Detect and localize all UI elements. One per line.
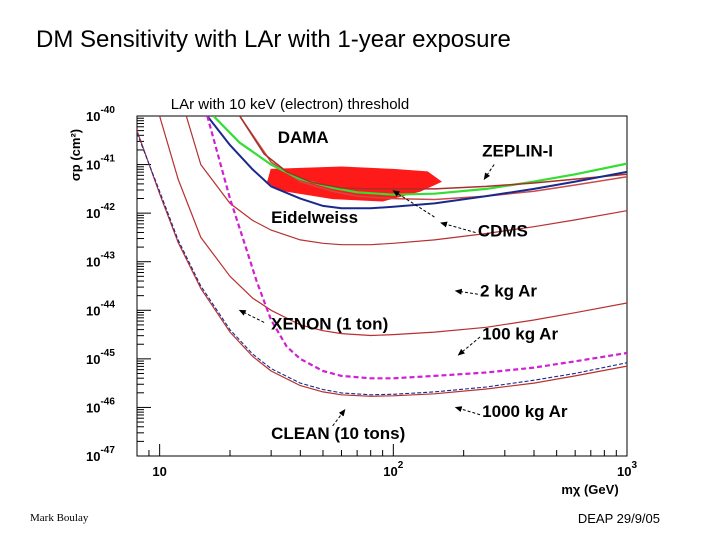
plot-frame: [136, 115, 628, 457]
y-tick-label: 10-41: [86, 154, 115, 173]
annotation-clean-10-tons: CLEAN (10 tons): [271, 424, 405, 443]
x-tick-label: 102: [383, 460, 403, 479]
x-axis-label: mχ (GeV): [561, 482, 618, 497]
series-cdms-line: [206, 116, 627, 210]
series-100-kg-ar-line: [159, 116, 627, 337]
annotation-arrow-100-kg-ar: [457, 336, 481, 356]
annotation-xenon-1-ton: XENON (1 ton): [271, 315, 388, 334]
series-green-limit-line: [212, 116, 627, 196]
annotation-arrow-2-kg-ar: [454, 288, 478, 295]
y-tick-label: 10-43: [86, 251, 115, 270]
chart-title: LAr with 10 keV (electron) threshold: [171, 96, 409, 113]
annotation-eidelweiss: Eidelweiss: [271, 208, 358, 227]
series-clean-10-tons-line: [137, 132, 627, 396]
annotation-100-kg-ar: 100 kg Ar: [482, 324, 558, 343]
footer-author: Mark Boulay: [30, 512, 89, 524]
annotation-arrow-1000-kg-ar: [454, 406, 481, 416]
annotation-dama: DAMA: [278, 128, 329, 147]
x-tick-label: 103: [617, 460, 637, 479]
y-tick-label: 10-40: [86, 105, 115, 124]
y-tick-label: 10-44: [86, 299, 115, 318]
slide-title: DM Sensitivity with LAr with 1-year expo…: [36, 26, 511, 53]
series-eidelweiss-line: [239, 116, 627, 190]
annotation-1000-kg-ar: 1000 kg Ar: [482, 402, 568, 421]
annotation-2-kg-ar: 2 kg Ar: [480, 282, 537, 301]
series-1000-kg-ar-line: [137, 130, 627, 397]
y-axis-label: σp (cm²): [68, 129, 83, 181]
footer-event: DEAP 29/9/05: [577, 511, 660, 526]
annotation-cdms: CDMS: [478, 221, 528, 240]
y-tick-label: 10-46: [86, 396, 115, 415]
annotation-arrow-cdms: [440, 221, 476, 234]
x-tick-label: 10: [152, 464, 166, 479]
y-tick-label: 10-47: [86, 445, 115, 464]
y-tick-label: 10-45: [86, 348, 115, 367]
series-xenon-1-ton-line: [206, 116, 627, 380]
annotation-arrow-xenon-1-ton: [238, 309, 265, 323]
annotation-arrow-clean-10-tons: [332, 409, 346, 427]
series-2-kg-ar-line: [185, 116, 627, 246]
y-tick-label: 10-42: [86, 202, 115, 221]
annotation-arrow-zeplin-i: [483, 164, 495, 180]
annotation-zeplin-i: ZEPLIN-I: [482, 141, 553, 160]
annotation-arrow-eidelweiss: [392, 190, 435, 218]
